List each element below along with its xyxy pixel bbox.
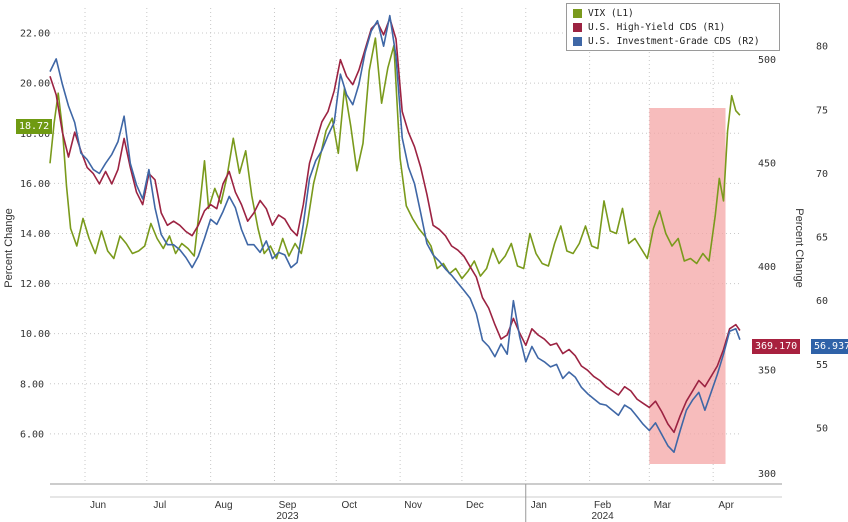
right-axis-2-tick-label: 80 — [816, 42, 828, 53]
month-tick-label: Jul — [153, 500, 166, 511]
legend-swatch-vix — [573, 9, 582, 18]
right-axis-2-tick-label: 60 — [816, 296, 828, 307]
month-tick-label: Dec — [466, 500, 484, 511]
high-yield-cds-line — [49, 17, 741, 434]
legend-label-vix: VIX (L1) — [588, 8, 634, 19]
vix-line — [49, 37, 741, 280]
right-axis-1-tick-label: 350 — [758, 366, 776, 377]
right-axis-1-tick-label: 500 — [758, 55, 776, 66]
month-tick-label: Apr — [718, 500, 734, 511]
right-axis-2-tick-label: 55 — [816, 360, 828, 371]
month-tick-label: Feb — [594, 500, 612, 511]
right-axis-1-tick-label: 300 — [758, 469, 776, 480]
left-axis-tick-label: 20.00 — [20, 79, 50, 90]
right-axis-2-tick-label: 65 — [816, 233, 828, 244]
month-tick-label: Oct — [341, 500, 357, 511]
right-axis-2-tick-label: 50 — [816, 424, 828, 435]
month-tick-label: Jan — [531, 500, 547, 511]
right-axis-1-tick-label: 400 — [758, 262, 776, 273]
legend-label-investment-grade: U.S. Investment-Grade CDS (R2) — [588, 36, 760, 47]
left-axis-tick-label: 16.00 — [20, 179, 50, 190]
left-axis-tick-label: 10.00 — [20, 329, 50, 340]
month-tick-label: Mar — [654, 500, 672, 511]
legend: VIX (L1) U.S. High-Yield CDS (R1) U.S. I… — [566, 3, 780, 51]
right-axis-title: Percent Change — [793, 208, 805, 288]
investment-grade-last-value-badge: 56.937 — [811, 339, 848, 354]
legend-label-high-yield: U.S. High-Yield CDS (R1) — [588, 22, 726, 33]
highlight-region — [649, 108, 726, 464]
left-axis-tick-label: 22.00 — [20, 29, 50, 40]
left-axis-tick-label: 18.00 — [20, 129, 50, 140]
vix-last-value-badge: 18.72 — [16, 119, 53, 134]
year-tick-label: 2024 — [591, 511, 614, 522]
month-tick-label: Sep — [279, 500, 297, 511]
left-axis-tick-label: 12.00 — [20, 279, 50, 290]
right-axis-2-tick-label: 70 — [816, 169, 828, 180]
left-axis-tick-label: 14.00 — [20, 229, 50, 240]
left-axis-title: Percent Change — [3, 208, 15, 288]
left-axis-tick-label: 8.00 — [20, 379, 44, 390]
legend-item-investment-grade: U.S. Investment-Grade CDS (R2) — [573, 35, 760, 48]
axes: 6.00 8.00 10.00 12.00 14.00 16.00 18.00 20.00 22… — [20, 29, 828, 522]
month-tick-label: Nov — [404, 500, 422, 511]
legend-swatch-high-yield — [573, 23, 582, 32]
year-tick-label: 2023 — [276, 511, 299, 522]
month-tick-label: Aug — [215, 500, 233, 511]
legend-swatch-investment-grade — [573, 37, 582, 46]
highlight-rect — [649, 108, 726, 464]
right-axis-1-tick-label: 450 — [758, 159, 776, 170]
month-tick-label: Jun — [90, 500, 106, 511]
series-lines — [49, 14, 741, 454]
legend-item-vix: VIX (L1) — [573, 7, 634, 20]
legend-item-high-yield: U.S. High-Yield CDS (R1) — [573, 21, 725, 34]
left-axis-tick-label: 6.00 — [20, 429, 44, 440]
investment-grade-cds-line — [49, 14, 741, 454]
high-yield-last-value-badge: 369.170 — [752, 339, 801, 354]
right-axis-2-tick-label: 75 — [816, 105, 828, 116]
